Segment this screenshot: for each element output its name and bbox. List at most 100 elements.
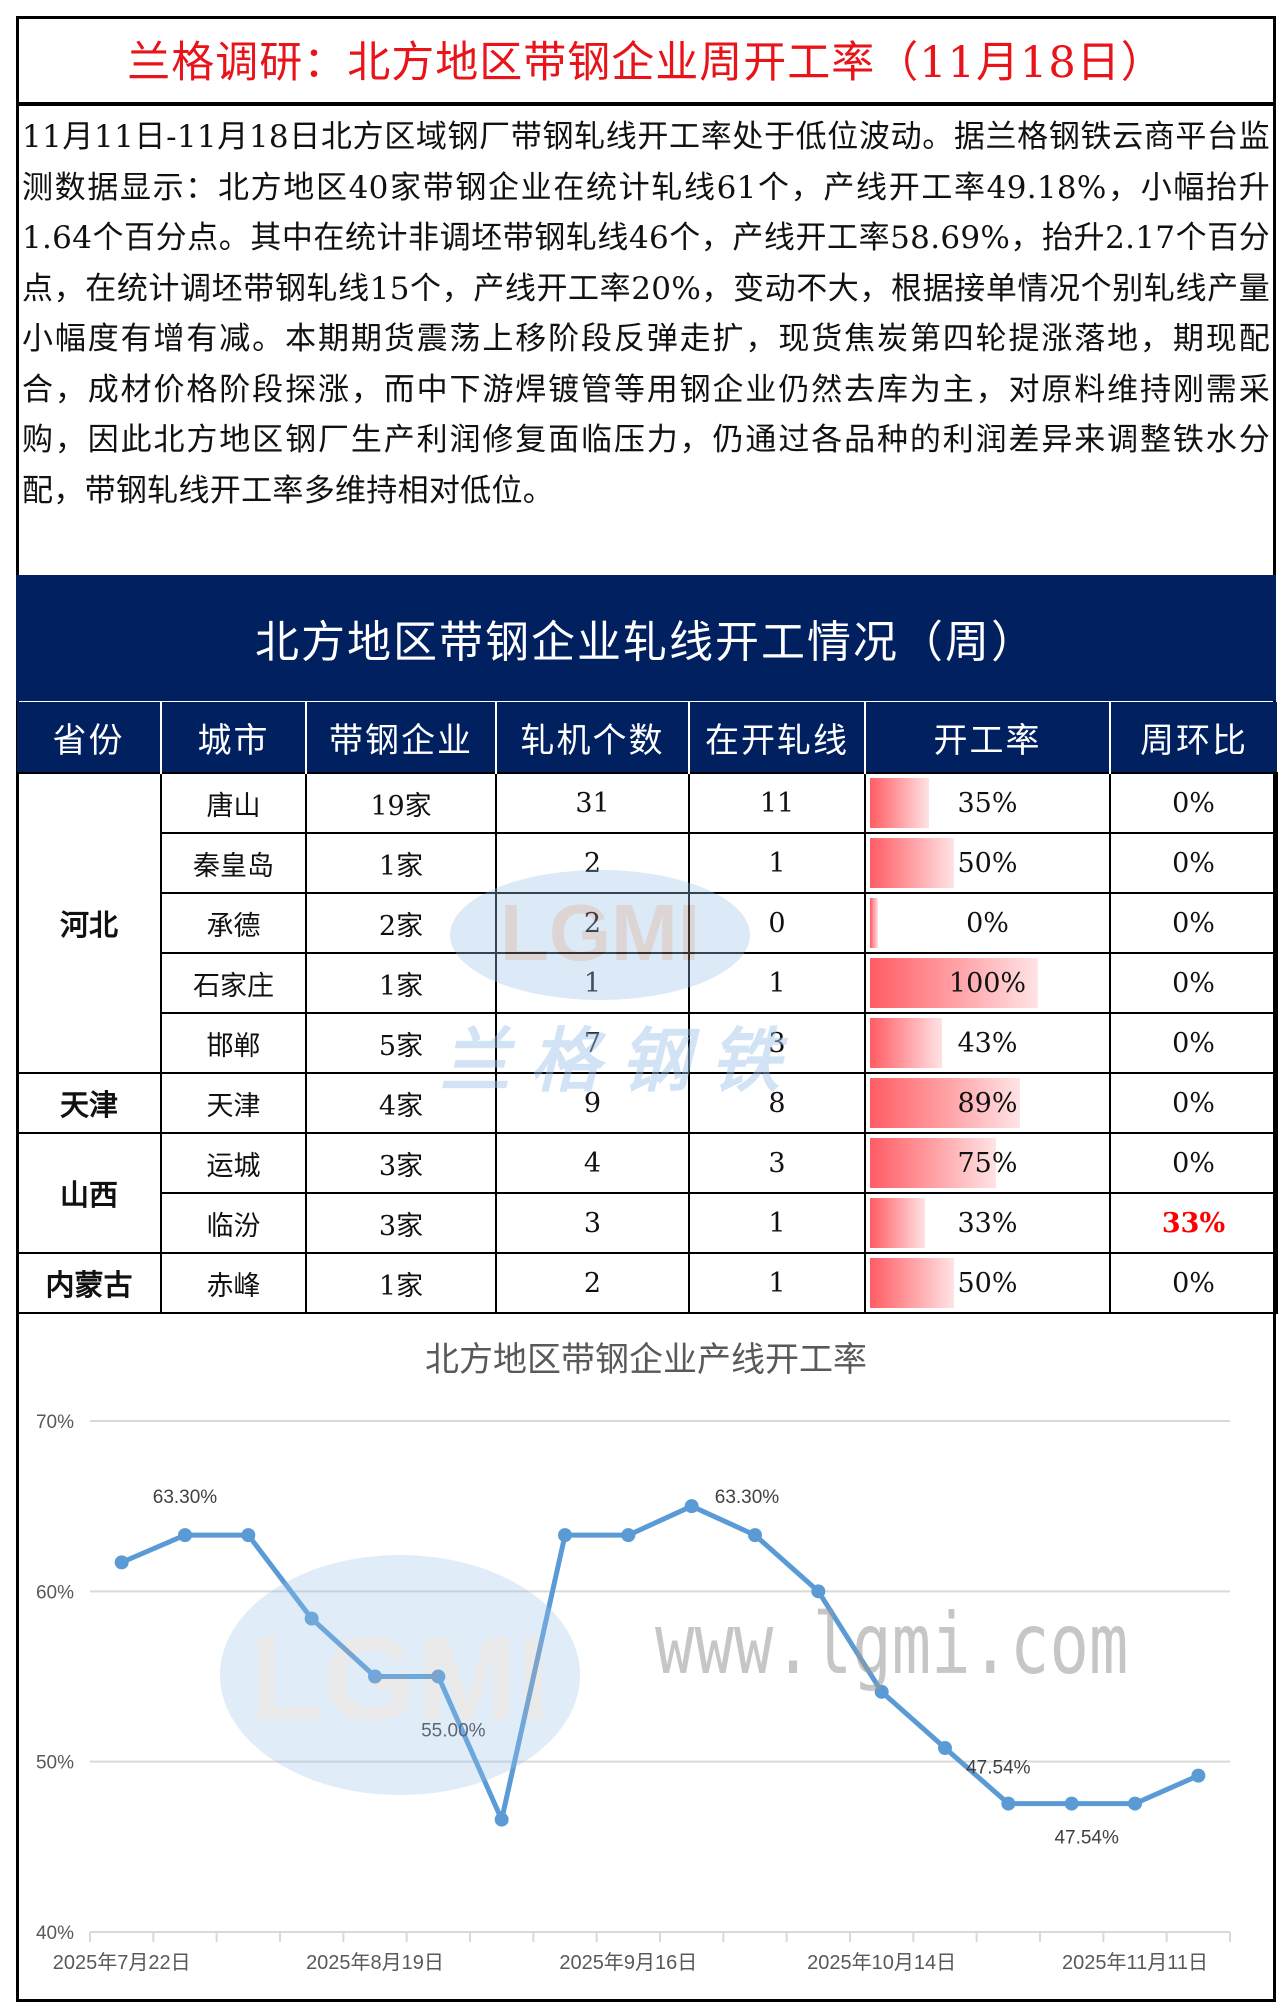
- rate-cell: 43%: [864, 1012, 1111, 1074]
- data-label: 47.54%: [966, 1758, 1031, 1779]
- column-header: 带钢企业: [305, 702, 496, 773]
- rate-bar: [870, 1078, 1020, 1128]
- y-tick-label: 50%: [36, 1753, 74, 1774]
- rate-value: 35%: [957, 787, 1018, 819]
- city-cell: 石家庄: [160, 952, 307, 1014]
- data-point: [431, 1669, 446, 1684]
- column-header: 省份: [17, 702, 161, 773]
- data-label: 63.30%: [715, 1487, 780, 1508]
- wow-cell: 0%: [1109, 1252, 1278, 1314]
- rate-cell: 75%: [864, 1132, 1111, 1194]
- rate-bar: [870, 838, 954, 888]
- firms-cell: 3家: [305, 1192, 497, 1254]
- mills-cell: 2: [495, 832, 690, 894]
- data-point: [178, 1528, 192, 1543]
- data-point: [304, 1611, 319, 1626]
- city-cell: 邯郸: [160, 1012, 307, 1074]
- table-header-row: 省份 城市 带钢企业 轧机个数 在开轧线 开工率 周环比: [17, 702, 1277, 773]
- wow-cell: 0%: [1109, 1072, 1278, 1134]
- rate-cell: 50%: [864, 1252, 1111, 1314]
- firms-cell: 1家: [305, 952, 497, 1014]
- table-row: 秦皇岛 1家 2 1 50% 0%: [17, 832, 1278, 894]
- x-tick-label: 2025年11月11日: [1062, 1951, 1208, 1974]
- operating-rate-table: 省份 城市 带钢企业 轧机个数 在开轧线 开工率 周环比 河北 唐山 19家 31 11 35% 0% 秦…: [16, 702, 1278, 1314]
- open-cell: 3: [688, 1012, 866, 1074]
- data-point: [241, 1528, 256, 1543]
- rate-bar: [870, 898, 878, 948]
- table-row: 邯郸 5家 7 3 43% 0%: [17, 1012, 1278, 1074]
- wow-cell: 0%: [1109, 772, 1278, 834]
- mills-cell: 2: [495, 1252, 690, 1314]
- data-point: [1064, 1796, 1079, 1811]
- x-tick-label: 2025年8月19日: [306, 1951, 444, 1974]
- wow-cell: 0%: [1109, 1012, 1278, 1074]
- rate-cell: 89%: [864, 1072, 1111, 1134]
- data-label: 47.54%: [1054, 1828, 1119, 1849]
- open-cell: 8: [688, 1072, 866, 1134]
- province-cell: 山西: [16, 1132, 162, 1254]
- open-cell: 3: [688, 1132, 866, 1194]
- rate-bar: [870, 1138, 996, 1188]
- rate-value: 33%: [957, 1207, 1018, 1239]
- data-point: [621, 1528, 636, 1543]
- wow-cell: 33%: [1109, 1192, 1278, 1254]
- y-tick-label: 40%: [36, 1923, 74, 1944]
- firms-cell: 4家: [305, 1072, 497, 1134]
- province-cell: 天津: [16, 1072, 162, 1134]
- rate-cell: 100%: [864, 952, 1111, 1014]
- rate-bar: [870, 1018, 943, 1068]
- open-cell: 1: [688, 832, 866, 894]
- x-tick-label: 2025年10月14日: [807, 1951, 956, 1974]
- y-tick-label: 70%: [36, 1412, 74, 1433]
- wow-cell: 0%: [1109, 892, 1278, 954]
- city-cell: 临汾: [160, 1192, 307, 1254]
- firms-cell: 19家: [305, 772, 497, 834]
- open-cell: 1: [688, 952, 866, 1014]
- rate-value: 75%: [957, 1147, 1018, 1179]
- open-cell: 11: [688, 772, 866, 834]
- mills-cell: 7: [495, 1012, 690, 1074]
- chart-title: 北方地区带钢企业产线开工率: [425, 1340, 867, 1380]
- data-label: 63.30%: [153, 1487, 218, 1508]
- rate-cell: 0%: [864, 892, 1111, 954]
- mills-cell: 9: [495, 1072, 690, 1134]
- x-tick-label: 2025年9月16日: [559, 1951, 697, 1974]
- column-header: 在开轧线: [688, 702, 865, 773]
- data-point: [494, 1812, 509, 1827]
- mills-cell: 4: [495, 1132, 690, 1194]
- column-header: 开工率: [864, 702, 1110, 773]
- firms-cell: 3家: [305, 1132, 497, 1194]
- data-point: [368, 1669, 382, 1684]
- table-row: 石家庄 1家 1 1 100% 0%: [17, 952, 1278, 1014]
- province-cell: 内蒙古: [16, 1252, 162, 1314]
- open-cell: 0: [688, 892, 866, 954]
- table-title: 北方地区带钢企业轧线开工情况（周）: [16, 575, 1276, 701]
- table-row: 承德 2家 2 0 0% 0%: [17, 892, 1278, 954]
- table-row: 河北 唐山 19家 31 11 35% 0%: [16, 772, 1278, 1074]
- table-row: 天津 天津 4家 9 8 89% 0%: [16, 1072, 1278, 1134]
- data-point: [874, 1684, 889, 1699]
- summary-paragraph: 11月11日-11月18日北方区域钢厂带钢轧线开工率处于低位波动。据兰格钢铁云商…: [22, 119, 1270, 509]
- city-cell: 运城: [160, 1132, 307, 1194]
- table-row: 临汾 3家 3 1 33% 33%: [17, 1192, 1278, 1254]
- line-chart: 北方地区带钢企业产线开工率 40% 50% 60% 70% 2025年7月22日 2025年…: [16, 1313, 1276, 2002]
- table-row: 山西 运城 3家 4 3 75% 0%: [16, 1132, 1278, 1254]
- city-cell: 唐山: [160, 772, 307, 834]
- firms-cell: 2家: [305, 892, 497, 954]
- rate-value: 50%: [957, 1267, 1018, 1299]
- rate-cell: 33%: [864, 1192, 1111, 1254]
- x-tick-label: 2025年7月22日: [53, 1951, 191, 1974]
- data-point: [1191, 1768, 1206, 1783]
- data-point: [558, 1528, 572, 1543]
- city-cell: 赤峰: [160, 1252, 307, 1314]
- open-cell: 1: [688, 1252, 866, 1314]
- data-label: 55.00%: [421, 1721, 486, 1742]
- column-header: 轧机个数: [495, 702, 689, 773]
- mills-cell: 31: [495, 772, 690, 834]
- data-point: [748, 1528, 762, 1543]
- wow-cell: 0%: [1109, 952, 1278, 1014]
- data-point: [1128, 1796, 1142, 1811]
- rate-bar: [870, 958, 1038, 1008]
- data-point: [938, 1741, 952, 1756]
- firms-cell: 5家: [305, 1012, 497, 1074]
